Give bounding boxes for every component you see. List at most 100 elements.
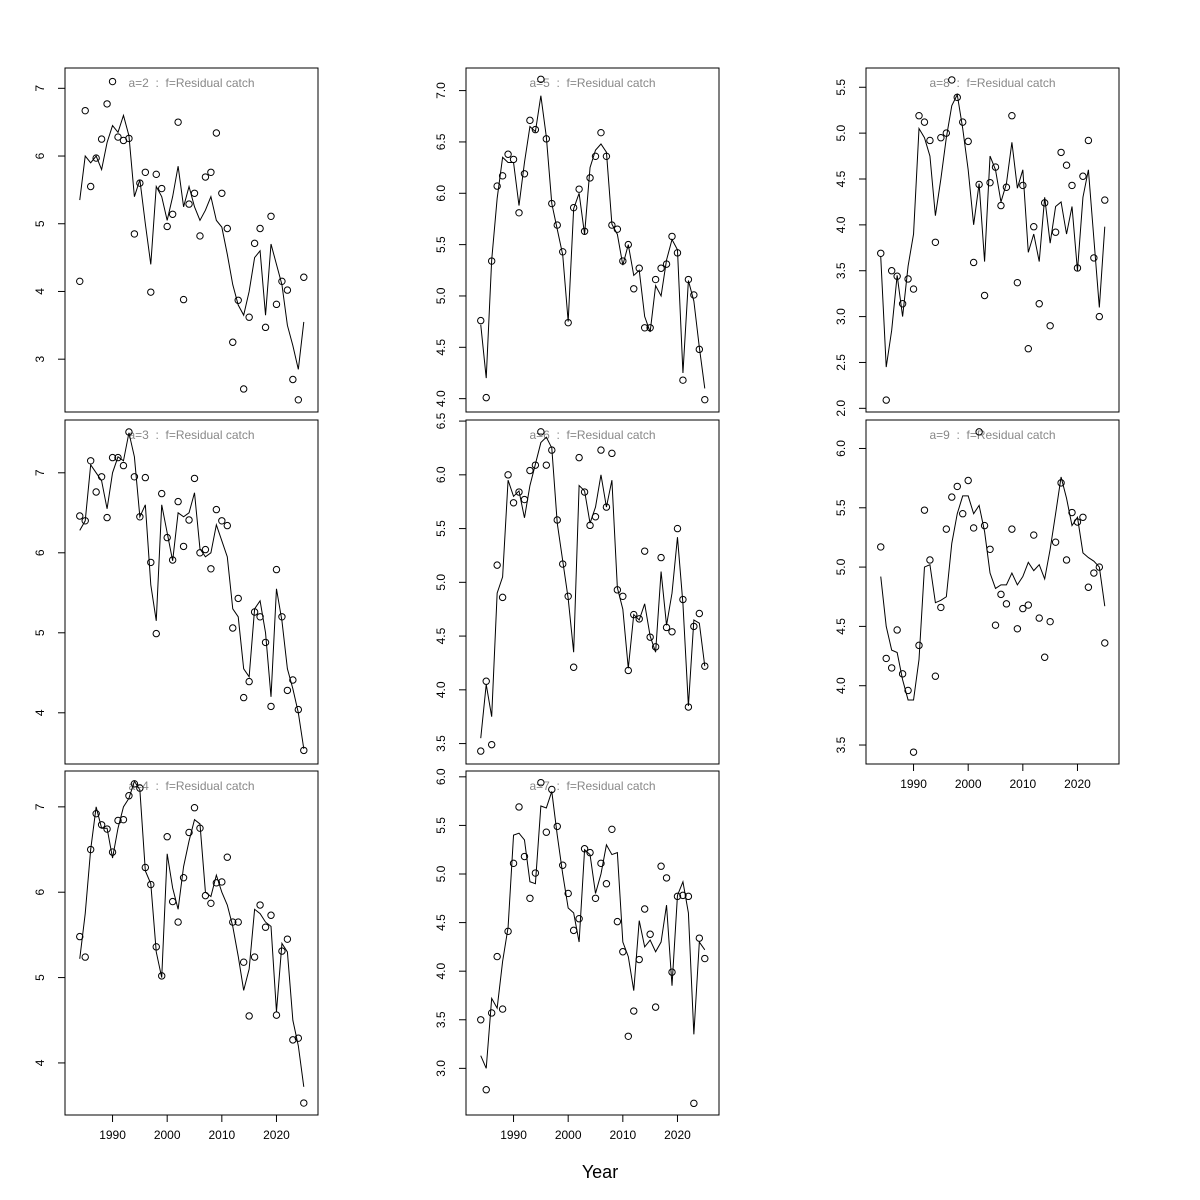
data-point (223, 853, 231, 861)
data-point (942, 525, 951, 533)
data-point (1051, 228, 1060, 236)
y-tick-label: 4.5 (434, 339, 448, 356)
data-point (86, 182, 95, 191)
x-tick-label: 2020 (263, 1128, 290, 1142)
y-tick-label: 6.0 (434, 185, 448, 202)
data-point (980, 521, 989, 530)
data-point (245, 677, 253, 686)
data-point (218, 517, 226, 525)
data-point (289, 375, 297, 384)
data-point (690, 291, 698, 299)
panel: a=3 : f=Residual catch 4 5 6 7 (33, 419, 319, 765)
data-point (477, 747, 485, 755)
data-point (695, 609, 704, 618)
y-tick-label: 4.5 (834, 170, 848, 187)
data-point (542, 461, 551, 469)
y-tick-label: 5.0 (434, 287, 448, 304)
data-point (597, 128, 605, 137)
data-point (509, 499, 518, 507)
data-point (882, 396, 890, 404)
data-point (1084, 136, 1093, 145)
data-point (477, 1016, 485, 1024)
data-point (1024, 345, 1032, 353)
data-point (537, 75, 545, 83)
data-point (580, 227, 589, 235)
data-point (575, 185, 583, 193)
y-tick-label: 5.5 (834, 499, 848, 516)
data-point (991, 621, 1000, 629)
data-point (887, 664, 896, 672)
data-point (1046, 617, 1054, 626)
data-point (1030, 222, 1038, 231)
data-point (218, 189, 226, 197)
data-point (898, 300, 907, 308)
data-point (964, 137, 972, 146)
data-point (624, 240, 632, 249)
fitted-line (880, 92, 1106, 368)
data-point (640, 547, 649, 555)
data-point (1019, 604, 1027, 613)
data-point (690, 1099, 698, 1108)
data-point (245, 313, 253, 321)
data-point (920, 118, 929, 126)
data-point (997, 590, 1005, 599)
data-point (569, 663, 578, 671)
data-point (602, 503, 611, 511)
y-tick-label: 5.5 (434, 236, 448, 253)
data-point (1035, 300, 1043, 308)
data-point (926, 556, 934, 564)
data-point (201, 545, 210, 554)
data-point (212, 129, 221, 137)
data-point (185, 516, 193, 524)
data-point (959, 118, 967, 126)
data-point (575, 453, 583, 462)
data-point (1062, 161, 1071, 169)
data-point (223, 521, 231, 530)
y-tick-label: 6 (33, 549, 47, 556)
data-point (515, 209, 523, 217)
data-point (1035, 614, 1043, 622)
data-point (108, 848, 117, 856)
y-tick-label: 7.0 (434, 82, 448, 99)
data-point (591, 152, 600, 161)
data-point (1090, 254, 1098, 262)
y-tick-label: 5.5 (834, 79, 848, 96)
fitted-line (480, 791, 706, 1069)
panel: a=2 : f=Residual catch 3 4 5 6 7 (33, 67, 319, 413)
y-tick-label: 4.5 (434, 627, 448, 644)
data-point (1046, 322, 1054, 330)
y-tick-label: 5 (33, 220, 47, 227)
data-point (147, 288, 155, 296)
data-point (114, 453, 122, 462)
data-point (531, 869, 540, 877)
data-point (948, 76, 956, 84)
fitted-line (880, 476, 1106, 701)
y-tick-label: 7 (33, 803, 47, 810)
data-point (119, 461, 128, 470)
y-tick-label: 6 (33, 889, 47, 896)
data-point (597, 859, 605, 868)
data-point (1024, 601, 1032, 609)
data-point (673, 524, 682, 533)
data-point (256, 224, 264, 233)
data-point (986, 178, 994, 187)
data-point (877, 543, 885, 551)
data-point (920, 506, 929, 514)
data-point (103, 513, 111, 522)
data-point (701, 954, 709, 963)
y-tick-label: 3 (33, 356, 47, 363)
data-point (190, 474, 199, 483)
data-point (1002, 600, 1011, 608)
y-tick-label: 2.5 (834, 354, 848, 371)
data-point (267, 212, 275, 220)
fitted-line (79, 113, 305, 370)
data-point (300, 1099, 308, 1107)
data-point (261, 923, 270, 931)
data-point (531, 461, 540, 469)
data-point (477, 316, 485, 325)
data-point (482, 677, 490, 685)
data-point (640, 324, 649, 332)
data-point (196, 232, 204, 240)
data-point (179, 295, 188, 304)
data-point (256, 901, 264, 909)
